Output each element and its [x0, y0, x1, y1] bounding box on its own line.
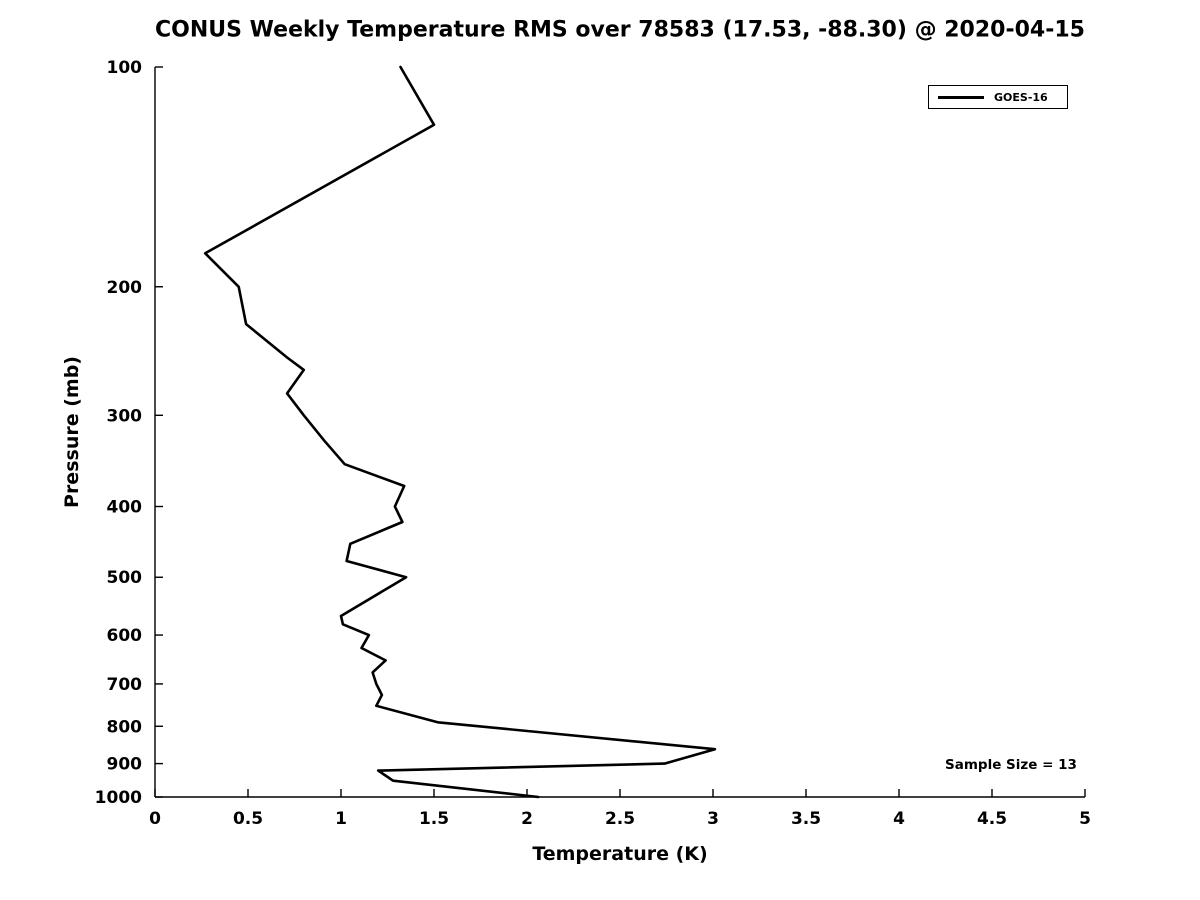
x-tick-label: 4.5: [977, 809, 1007, 829]
legend-line-sample: [938, 95, 984, 99]
x-tick-label: 2.5: [605, 809, 635, 829]
x-axis-label: Temperature (K): [532, 843, 708, 865]
x-tick-label: 1: [335, 809, 347, 829]
y-tick-label: 400: [107, 498, 143, 518]
legend: GOES-16: [928, 85, 1068, 109]
y-tick-label: 600: [107, 626, 143, 646]
x-tick-label: 5: [1079, 809, 1091, 829]
x-tick-label: 4: [893, 809, 905, 829]
y-tick-label: 900: [107, 755, 143, 775]
y-tick-label: 800: [107, 717, 143, 737]
chart-title: CONUS Weekly Temperature RMS over 78583 …: [155, 17, 1085, 43]
y-tick-label: 500: [107, 568, 143, 588]
x-tick-label: 3: [707, 809, 719, 829]
sample-size-annotation: Sample Size = 13: [945, 757, 1077, 773]
y-tick-label: 100: [107, 58, 143, 78]
y-tick-label: 700: [107, 675, 143, 695]
series-line-goes-16: [203, 65, 717, 799]
x-tick-label: 0.5: [233, 809, 263, 829]
x-tick-label: 1.5: [419, 809, 449, 829]
y-tick-label: 200: [107, 278, 143, 298]
x-tick-label: 3.5: [791, 809, 821, 829]
x-tick-label: 0: [149, 809, 161, 829]
y-tick-label: 1000: [95, 788, 142, 808]
legend-label: GOES-16: [994, 90, 1048, 104]
y-tick-label: 300: [107, 406, 143, 426]
x-tick-label: 2: [521, 809, 533, 829]
